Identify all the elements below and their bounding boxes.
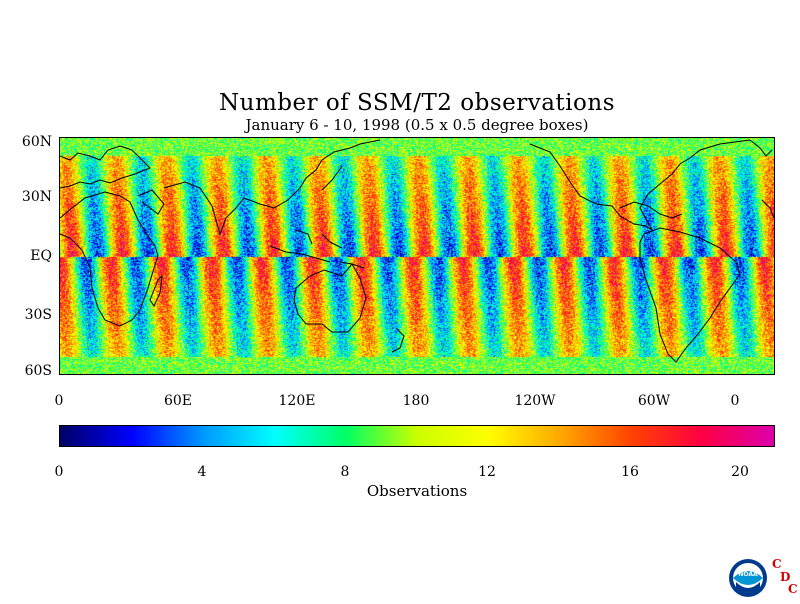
cdc-letter-c1: C (772, 557, 782, 571)
lon-label-60w: 60W (637, 393, 671, 409)
coast-madagascar (149, 274, 163, 308)
coast-greenland (749, 139, 773, 157)
cdc-letter-d: D (780, 570, 790, 584)
colorbar (59, 425, 775, 447)
coast-europe (60, 145, 151, 189)
coast-caribbean (619, 201, 683, 219)
coastlines (60, 139, 774, 363)
coast-japan (321, 165, 343, 191)
map-title: Number of SSM/T2 observations (219, 90, 615, 116)
lat-label-30s: 30S (24, 307, 52, 323)
coast-north-america (529, 139, 751, 231)
noaa-seal-text: NOAA (738, 571, 758, 578)
colorbar-label: Observations (366, 482, 468, 500)
coast-west-africa-east-edge (761, 199, 774, 219)
colorbar-tick-4: 4 (197, 464, 207, 480)
coast-africa (60, 191, 159, 327)
lat-label-60n: 60N (21, 134, 52, 150)
noaa-cdc-logo: NOAA C D C (728, 556, 798, 600)
lon-label-0-right: 0 (730, 393, 740, 409)
colorbar-tick-8: 8 (340, 464, 350, 480)
lon-label-180: 180 (402, 393, 430, 409)
colorbar-tick-16: 16 (621, 464, 639, 480)
coast-australia (293, 263, 367, 333)
lat-label-30n: 30N (21, 189, 52, 205)
coast-south-america (639, 227, 741, 363)
lon-label-120e: 120E (278, 393, 316, 409)
observation-map (59, 137, 775, 375)
colorbar-tick-0: 0 (54, 464, 64, 480)
coast-indonesia (269, 229, 365, 269)
colorbar-tick-20: 20 (731, 464, 749, 480)
colorbar-tick-12: 12 (478, 464, 496, 480)
colorbar-gradient (60, 426, 774, 446)
coast-east-asia (243, 139, 381, 209)
coast-new-zealand (391, 327, 405, 353)
lat-label-60s: 60S (24, 363, 52, 379)
lat-label-eq: EQ (30, 248, 52, 264)
coast-arabia-india (137, 181, 245, 236)
observation-field (60, 138, 774, 374)
lon-label-0: 0 (54, 393, 64, 409)
cdc-letter-c2: C (788, 582, 798, 596)
lon-label-60e: 60E (163, 393, 193, 409)
lon-label-120w: 120W (514, 393, 556, 409)
map-subtitle: January 6 - 10, 1998 (0.5 x 0.5 degree b… (245, 116, 589, 134)
